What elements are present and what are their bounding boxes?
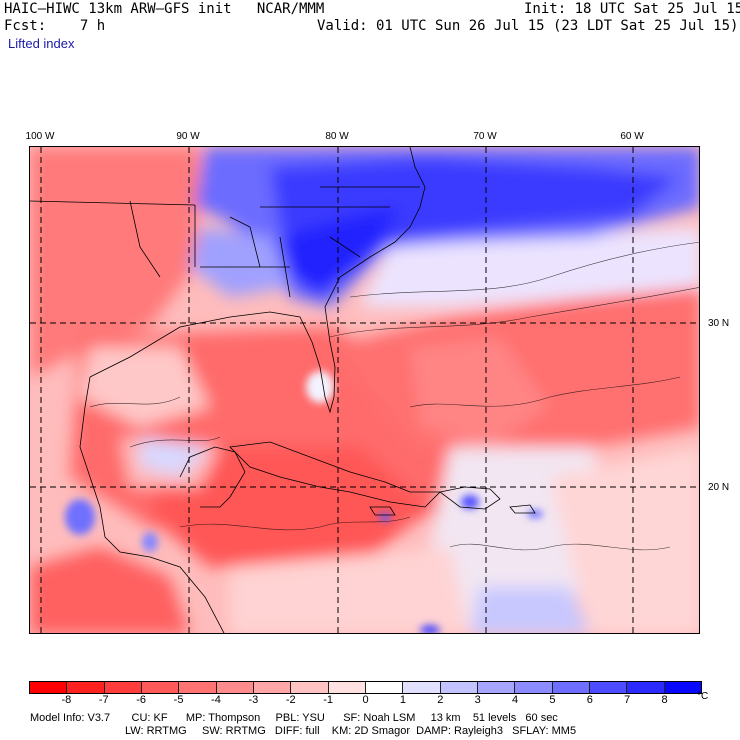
colorbar-segment — [103, 682, 141, 693]
colorbar-tick-label: 4 — [511, 694, 519, 706]
contours — [89, 241, 699, 551]
colorbar-segment — [476, 682, 515, 693]
colorbar-tick-label: 0 — [362, 694, 369, 706]
lon-label-90w: 90 W — [176, 131, 200, 142]
field-name: Lifted index — [8, 36, 75, 51]
colorbar-tick-label: 3 — [474, 694, 481, 706]
colorbar-tick-label: -8 — [61, 694, 72, 706]
colorbar-tick-label: 2 — [437, 694, 444, 706]
colorbar-segment — [663, 682, 701, 693]
colorbar-tick-label: -4 — [211, 694, 221, 706]
colorbar-tick-label: 1 — [399, 694, 406, 706]
colorbar-segment — [626, 682, 664, 693]
lon-label-100w: 100 W — [25, 131, 55, 142]
colorbar-tick-label: -7 — [98, 694, 109, 706]
map-canvas — [30, 147, 699, 633]
colorbar-tick-label: 8 — [661, 694, 668, 706]
model-info-line1: Model Info: V3.7 CU: KF MP: Thompson PBL… — [30, 712, 558, 724]
lat-label-30n: 30 N — [708, 318, 730, 329]
colorbar — [29, 681, 702, 694]
lon-label-60w: 60 W — [620, 131, 644, 142]
colorbar-segment — [364, 682, 403, 693]
colorbar-tick-label: -1 — [323, 694, 333, 706]
colorbar-tick-label: 7 — [624, 694, 631, 706]
colorbar-tick-label: -3 — [248, 694, 259, 706]
colorbar-unit: °C — [697, 691, 709, 702]
colorbar-segment — [215, 682, 253, 693]
colorbar-segment — [588, 682, 627, 693]
colorbar-tick-label: 6 — [586, 694, 593, 706]
model-info-line2: LW: RRTMG SW: RRTMG DIFF: full KM: 2D Sm… — [125, 725, 577, 737]
colorbar-segment — [30, 682, 67, 693]
colorbar-tick-label: -2 — [285, 694, 296, 706]
small-features — [65, 371, 543, 633]
colorbar-segment — [439, 682, 477, 693]
init-time: Init: 18 UTC Sat 25 Jul 15 — [524, 1, 740, 17]
colorbar-segment — [514, 682, 552, 693]
valid-time: Valid: 01 UTC Sun 26 Jul 15 (23 LDT Sat … — [317, 18, 739, 34]
lon-label-70w: 70 W — [473, 131, 497, 142]
shading-layer — [30, 147, 699, 633]
colorbar-segment — [402, 682, 440, 693]
coastlines — [30, 147, 536, 633]
colorbar-segment — [327, 682, 365, 693]
model-title: HAIC–HIWC 13km ARW–GFS init NCAR/MMM — [4, 1, 325, 17]
colorbar-segment — [252, 682, 291, 693]
colorbar-segment — [178, 682, 216, 693]
colorbar-tick-label: 5 — [549, 694, 556, 706]
colorbar-tick-label: -5 — [173, 694, 184, 706]
lat-label-20n: 20 N — [708, 482, 730, 493]
colorbar-tick-label: -6 — [136, 694, 147, 706]
lat-lon-grid — [30, 147, 699, 633]
colorbar-segment — [140, 682, 179, 693]
forecast-hour: Fcst: 7 h — [4, 18, 106, 34]
colorbar-segment — [290, 682, 328, 693]
colorbar-segment — [66, 682, 104, 693]
colorbar-segment — [551, 682, 589, 693]
lifted-index-map — [29, 146, 700, 634]
lon-label-80w: 80 W — [325, 131, 349, 142]
